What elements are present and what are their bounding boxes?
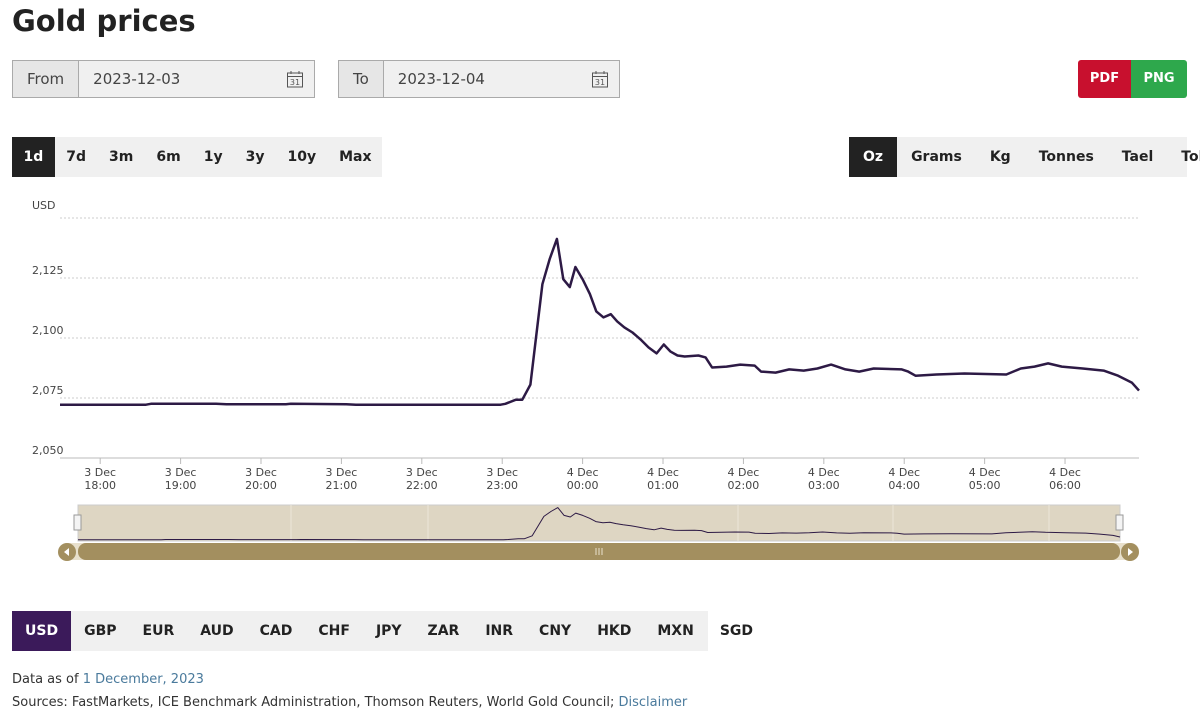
range-button[interactable]: 7d [66,149,87,165]
range-button[interactable]: 1y [203,149,223,165]
unit-button[interactable]: Tael [1121,149,1154,165]
range-button[interactable]: 6m [156,149,181,165]
sources: Sources: FastMarkets, ICE Benchmark Admi… [12,695,687,710]
navigator[interactable] [58,504,1139,561]
price-line [60,237,1140,406]
x-tick-label: 3 Dec 22:00 [405,466,438,492]
range-button[interactable]: 10y [287,149,317,165]
from-date[interactable]: From 2023-12-03 31 [12,60,315,98]
disclaimer-link[interactable]: Disclaimer [618,695,688,710]
unit-button[interactable]: Grams [911,149,962,165]
sources-text: Sources: FastMarkets, ICE Benchmark Admi… [12,695,615,710]
currency-button[interactable]: EUR [142,623,175,639]
from-label: From [13,61,80,97]
currency-button[interactable]: MXN [657,623,694,639]
arrow [64,548,69,556]
to-label: To [339,61,384,97]
page-title: Gold prices [12,4,196,38]
currency-button[interactable]: JPY [375,623,402,639]
range-button[interactable]: 1d [12,137,55,177]
x-tick-label: 4 Dec 06:00 [1049,466,1081,492]
x-tick-label: 3 Dec 23:00 [486,466,519,492]
unit-bar: Oz Grams Kg Tonnes Tael Tola [849,137,1200,177]
currency-button[interactable]: AUD [200,623,234,639]
handle-left[interactable] [73,514,82,531]
from-value[interactable]: 2023-12-03 31 [79,61,314,97]
unit-button[interactable]: Tola [1181,149,1200,165]
currency-button[interactable]: HKD [597,623,632,639]
range-button[interactable]: 3m [109,149,134,165]
x-tick-label: 3 Dec 19:00 [164,466,197,492]
as-of-label: Data as of [12,672,79,687]
navigator-window [77,504,1121,542]
currency-button[interactable]: CHF [318,623,350,639]
currency-bar: USD GBP EUR AUD CAD CHF JPY ZAR INR CNY HKD MXN SGD [12,611,753,651]
currency-button[interactable]: ZAR [427,623,460,639]
unit-button[interactable]: Tonnes [1038,149,1094,165]
to-value[interactable]: 2023-12-04 31 [384,61,619,97]
currency-button[interactable]: INR [485,623,514,639]
range-bar: 1d 7d 3m 6m 1y 3y 10y Max [12,137,382,177]
y-axis-label: USD [32,199,56,212]
unit-button[interactable]: Oz [849,137,898,177]
as-of-date[interactable]: 1 December, 2023 [82,672,204,687]
x-tick-label: 3 Dec 20:00 [245,466,277,492]
x-tick-label: 4 Dec 00:00 [566,466,599,492]
to-text: 2023-12-04 [397,70,485,88]
y-tick-label: 2,125 [32,264,64,277]
range-button[interactable]: 3y [245,149,265,165]
handle-right[interactable] [1115,514,1124,531]
x-tick-label: 4 Dec 02:00 [727,466,760,492]
x-tick-label: 4 Dec 05:00 [968,466,1001,492]
x-tick-label: 4 Dec 04:00 [888,466,921,492]
calendar-icon[interactable]: 31 [286,70,304,88]
calendar-icon[interactable]: 31 [591,70,609,88]
currency-button[interactable]: USD [12,611,72,651]
currency-button[interactable]: CAD [259,623,293,639]
y-tick-label: 2,075 [32,384,64,397]
y-tick-label: 2,050 [32,444,64,457]
data-as-of: Data as of 1 December, 2023 [12,672,204,687]
calendar-day: 31 [595,78,605,87]
pdf-button[interactable]: PDF [1078,60,1131,98]
navigator-line [78,507,1121,541]
x-tick-label: 4 Dec 03:00 [807,466,840,492]
calendar-day: 31 [290,78,300,87]
to-date[interactable]: To 2023-12-04 31 [338,60,620,98]
x-tick-label: 3 Dec 21:00 [325,466,358,492]
unit-button[interactable]: Kg [989,149,1011,165]
arrow [1128,548,1133,556]
x-tick-label: 4 Dec 01:00 [647,466,679,492]
y-tick-label: 2,100 [32,324,64,337]
range-button[interactable]: Max [339,149,372,165]
png-button[interactable]: PNG [1131,60,1187,98]
currency-button[interactable]: CNY [539,623,572,639]
x-tick-label: 3 Dec 18:00 [84,466,117,492]
scroll-grip [595,548,603,555]
from-text: 2023-12-03 [93,70,181,88]
currency-button[interactable]: SGD [719,623,754,639]
currency-button[interactable]: GBP [84,623,117,639]
